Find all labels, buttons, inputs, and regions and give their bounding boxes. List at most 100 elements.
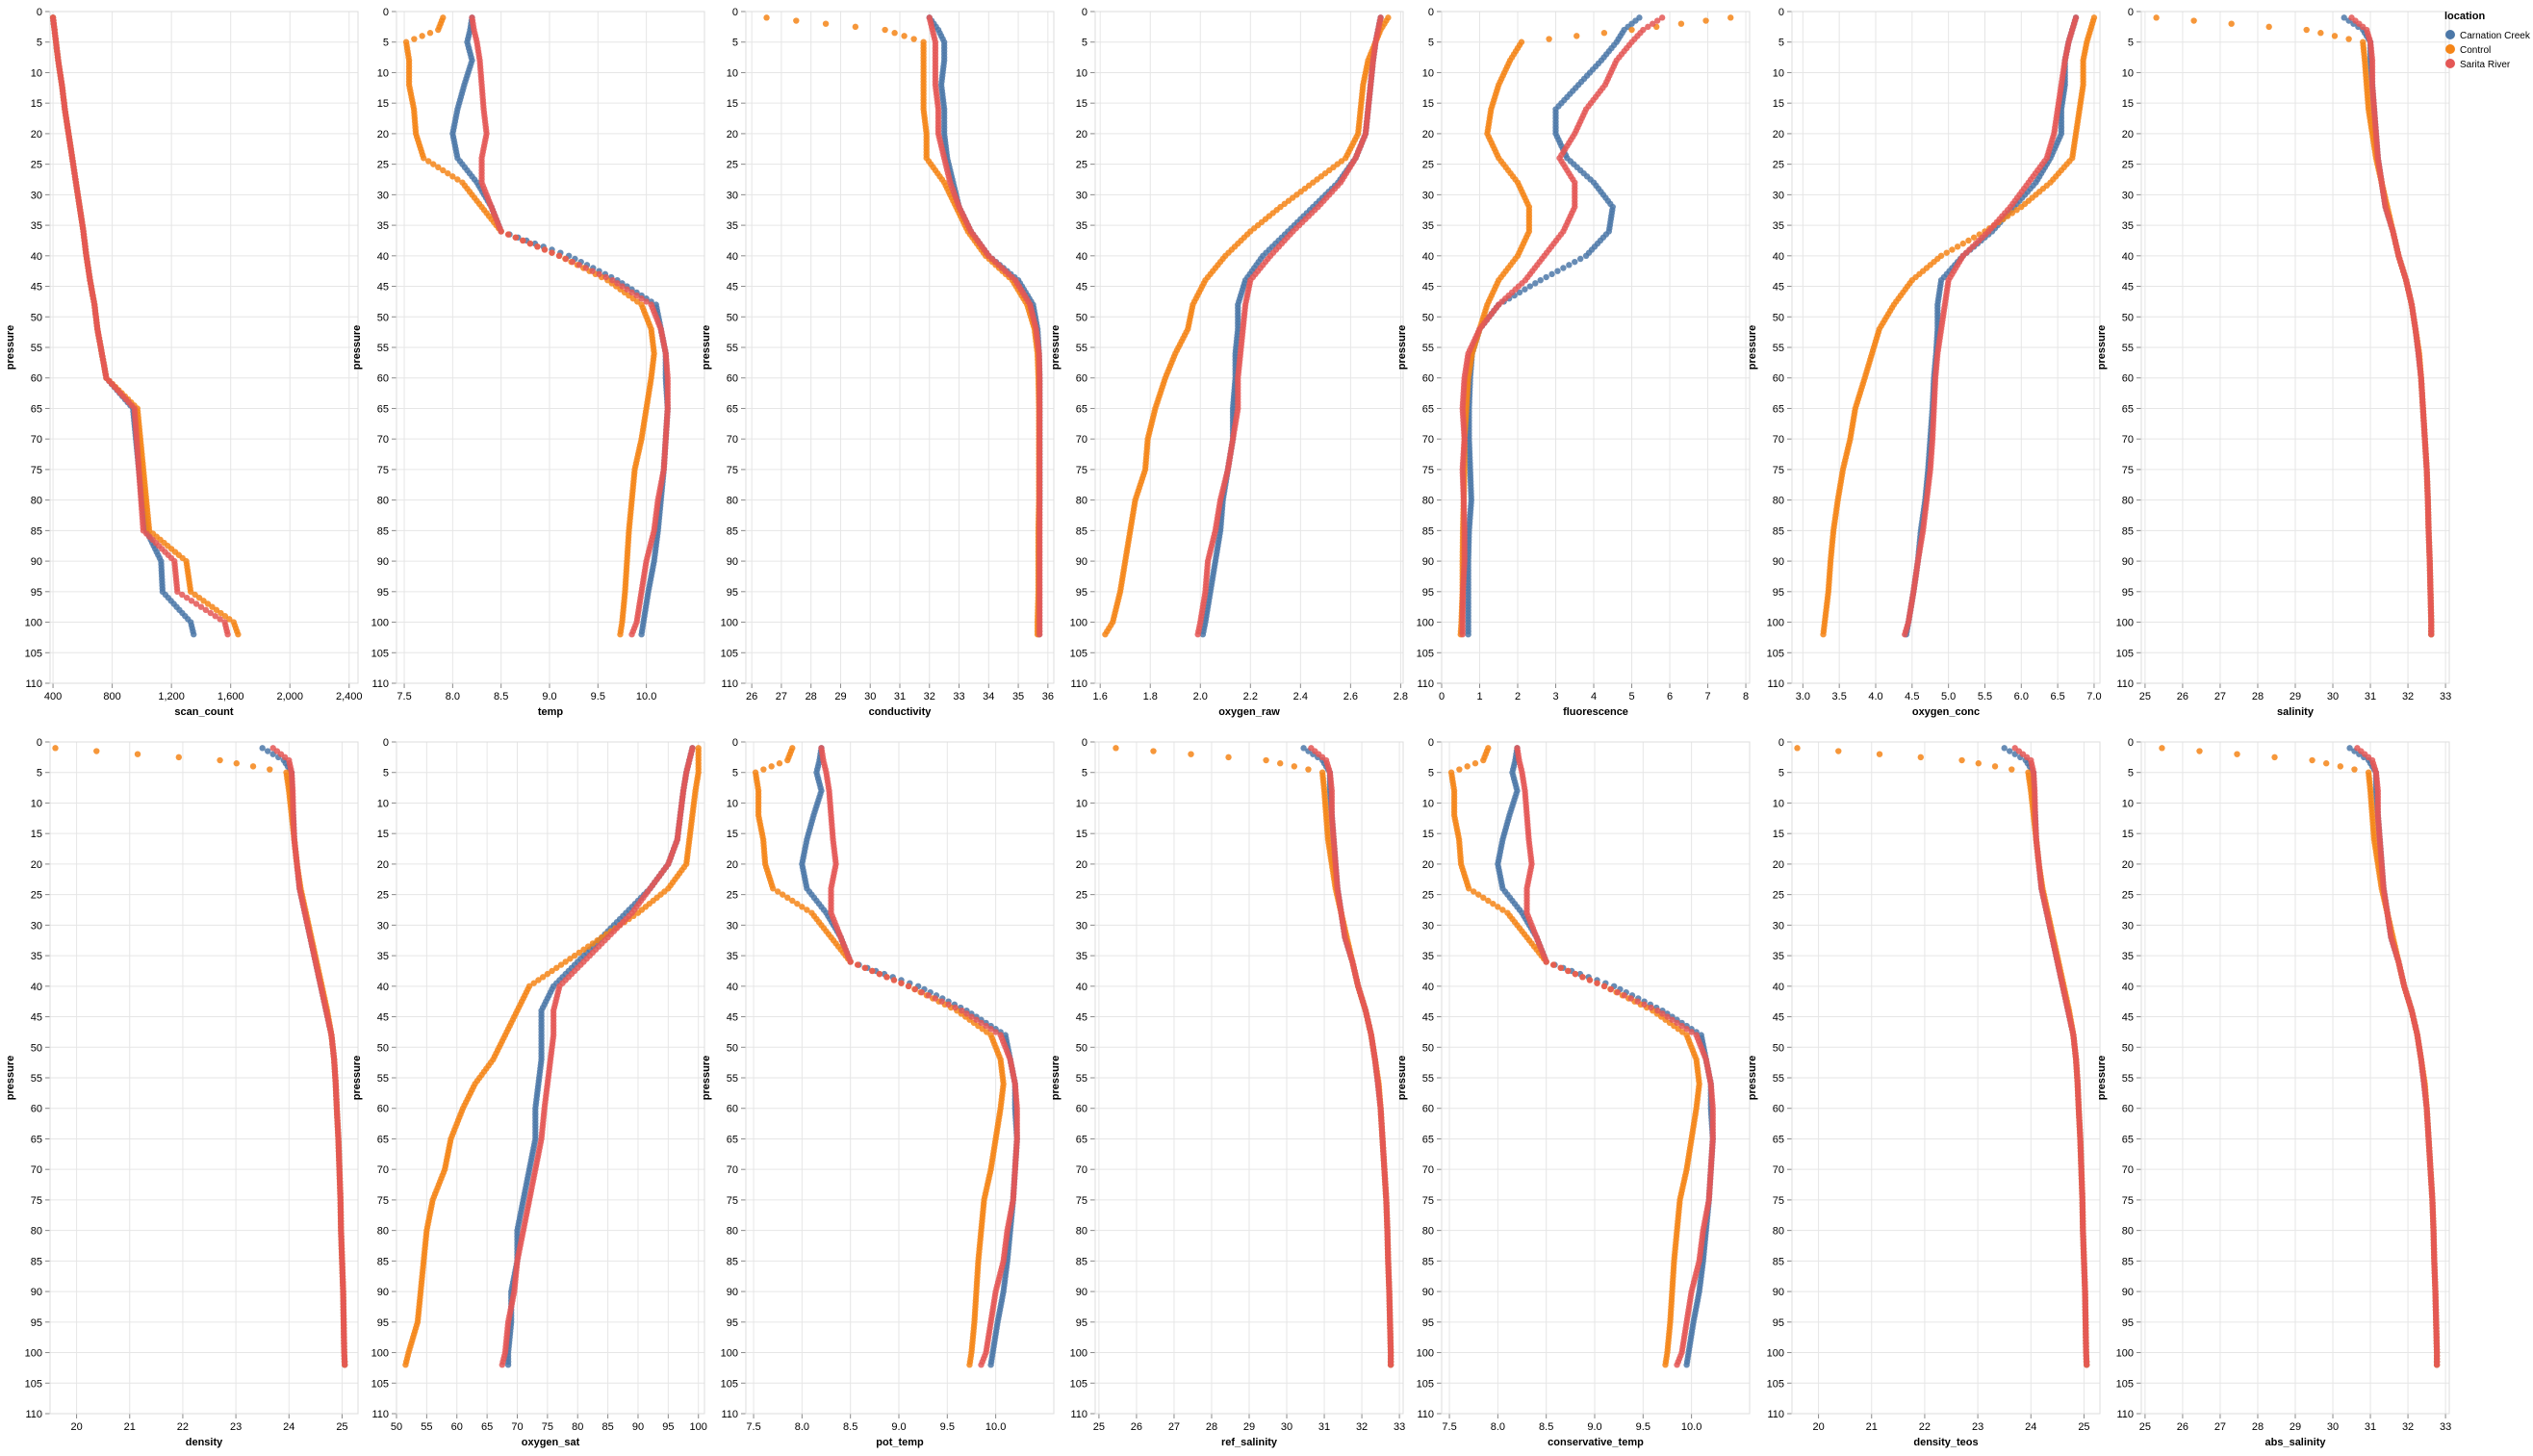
data-point — [411, 36, 417, 41]
x-tick-label: 7.5 — [397, 691, 411, 702]
y-tick-label: 45 — [2122, 282, 2134, 294]
data-point — [638, 631, 644, 637]
y-tick-label: 65 — [1773, 403, 1784, 415]
x-tick-label: 8.5 — [494, 691, 508, 702]
x-tick-label: 2,400 — [336, 691, 363, 702]
y-tick-label: 0 — [1428, 7, 1434, 18]
y-tick-label: 70 — [377, 434, 389, 446]
y-tick-label: 65 — [377, 403, 389, 415]
y-tick-label: 85 — [1773, 525, 1784, 537]
data-point — [617, 631, 623, 637]
y-tick-label: 100 — [371, 618, 389, 629]
y-tick-label: 75 — [2122, 465, 2134, 476]
data-point — [191, 631, 196, 637]
data-point — [2190, 17, 2196, 23]
x-tick-label: 35 — [1012, 691, 1024, 702]
data-point — [1194, 631, 1200, 637]
y-tick-label: 55 — [377, 343, 389, 354]
panel-fluorescence: 0510152025303540455055606570758085909510… — [1396, 7, 1750, 718]
y-tick-label: 45 — [1422, 282, 1434, 294]
y-tick-label: 30 — [727, 190, 738, 201]
x-tick-label: 30 — [2327, 691, 2339, 702]
x-tick-label: 33 — [953, 691, 964, 702]
y-tick-label: 5 — [383, 38, 389, 49]
y-axis-title: pressure — [351, 325, 363, 370]
y-tick-label: 55 — [1773, 343, 1784, 354]
y-tick-label: 25 — [1076, 160, 1087, 171]
x-tick-label: 28 — [2252, 691, 2264, 702]
y-tick-label: 95 — [1076, 587, 1087, 599]
y-tick-label: 110 — [1070, 678, 1087, 690]
y-tick-label: 110 — [1417, 678, 1434, 690]
x-tick-label: 9.5 — [591, 691, 605, 702]
x-tick-label: 4.0 — [1868, 691, 1882, 702]
y-axis-title: pressure — [5, 325, 16, 370]
y-tick-label: 25 — [2122, 160, 2134, 171]
y-tick-label: 90 — [1422, 556, 1434, 568]
y-tick-label: 10 — [31, 67, 42, 79]
y-tick-label: 0 — [383, 7, 389, 18]
y-tick-label: 100 — [1417, 618, 1434, 629]
data-point — [520, 238, 525, 243]
y-tick-label: 40 — [1076, 251, 1087, 263]
y-tick-label: 85 — [1076, 525, 1087, 537]
y-tick-label: 40 — [1773, 251, 1784, 263]
y-tick-label: 30 — [2122, 190, 2134, 201]
x-tick-label: 27 — [2214, 691, 2226, 702]
panel-salinity: 0510152025303540455055606570758085909510… — [2096, 7, 2451, 718]
x-tick-label: 1.6 — [1093, 691, 1108, 702]
y-tick-label: 5 — [1428, 38, 1434, 49]
x-tick-label: 31 — [2365, 691, 2376, 702]
x-tick-label: 34 — [983, 691, 994, 702]
y-tick-label: 15 — [31, 98, 42, 110]
y-tick-label: 35 — [2122, 220, 2134, 232]
data-point — [1566, 262, 1572, 268]
data-point — [224, 631, 230, 637]
y-tick-label: 110 — [1767, 678, 1784, 690]
x-tick-label: 6 — [1667, 691, 1673, 702]
y-tick-label: 110 — [25, 678, 42, 690]
data-point — [1574, 33, 1579, 38]
x-axis-title: conductivity — [869, 706, 933, 718]
data-point — [793, 17, 799, 23]
x-tick-label: 26 — [746, 691, 757, 702]
y-tick-label: 100 — [1767, 618, 1784, 629]
y-tick-label: 60 — [2122, 373, 2134, 385]
x-axis-title: fluorescence — [1563, 706, 1628, 718]
y-tick-label: 50 — [727, 312, 738, 323]
y-tick-label: 90 — [377, 556, 389, 568]
y-tick-label: 95 — [31, 587, 42, 599]
y-tick-label: 80 — [727, 496, 738, 507]
y-tick-label: 30 — [377, 190, 389, 201]
y-tick-label: 50 — [1076, 312, 1087, 323]
data-point — [2332, 33, 2338, 38]
y-tick-label: 55 — [727, 343, 738, 354]
y-tick-label: 95 — [1773, 587, 1784, 599]
y-tick-label: 20 — [1422, 129, 1434, 140]
y-tick-label: 40 — [31, 251, 42, 263]
data-point — [235, 631, 241, 637]
x-tick-label: 28 — [806, 691, 817, 702]
y-tick-label: 50 — [1773, 312, 1784, 323]
y-axis-title: pressure — [1050, 325, 1062, 370]
data-point — [1527, 283, 1533, 289]
data-point — [1102, 631, 1108, 637]
y-tick-label: 100 — [25, 618, 42, 629]
y-tick-label: 60 — [727, 373, 738, 385]
x-tick-label: 25 — [2139, 691, 2151, 702]
y-tick-label: 75 — [1773, 465, 1784, 476]
y-tick-label: 45 — [31, 282, 42, 294]
data-point — [1727, 14, 1733, 20]
data-point — [1538, 277, 1544, 283]
x-tick-label: 32 — [2402, 691, 2414, 702]
y-tick-label: 20 — [727, 129, 738, 140]
y-tick-label: 105 — [1767, 648, 1784, 659]
y-tick-label: 40 — [2122, 251, 2134, 263]
y-tick-label: 40 — [1422, 251, 1434, 263]
y-tick-label: 25 — [31, 160, 42, 171]
data-point — [1543, 274, 1548, 280]
y-tick-label: 45 — [1773, 282, 1784, 294]
data-point — [1628, 27, 1634, 33]
y-tick-label: 75 — [727, 465, 738, 476]
